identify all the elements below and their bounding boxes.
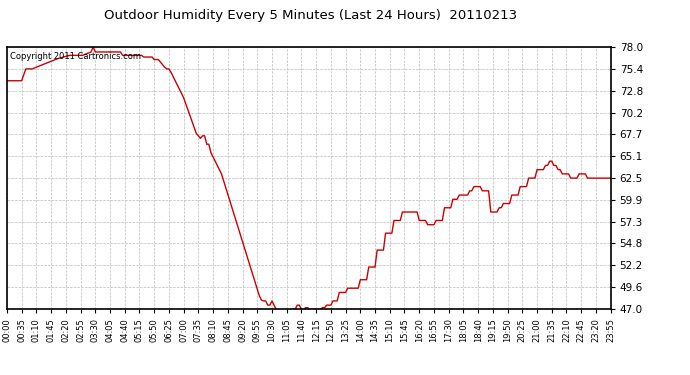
Text: Copyright 2011 Cartronics.com: Copyright 2011 Cartronics.com xyxy=(10,52,141,61)
Text: Outdoor Humidity Every 5 Minutes (Last 24 Hours)  20110213: Outdoor Humidity Every 5 Minutes (Last 2… xyxy=(104,9,517,22)
